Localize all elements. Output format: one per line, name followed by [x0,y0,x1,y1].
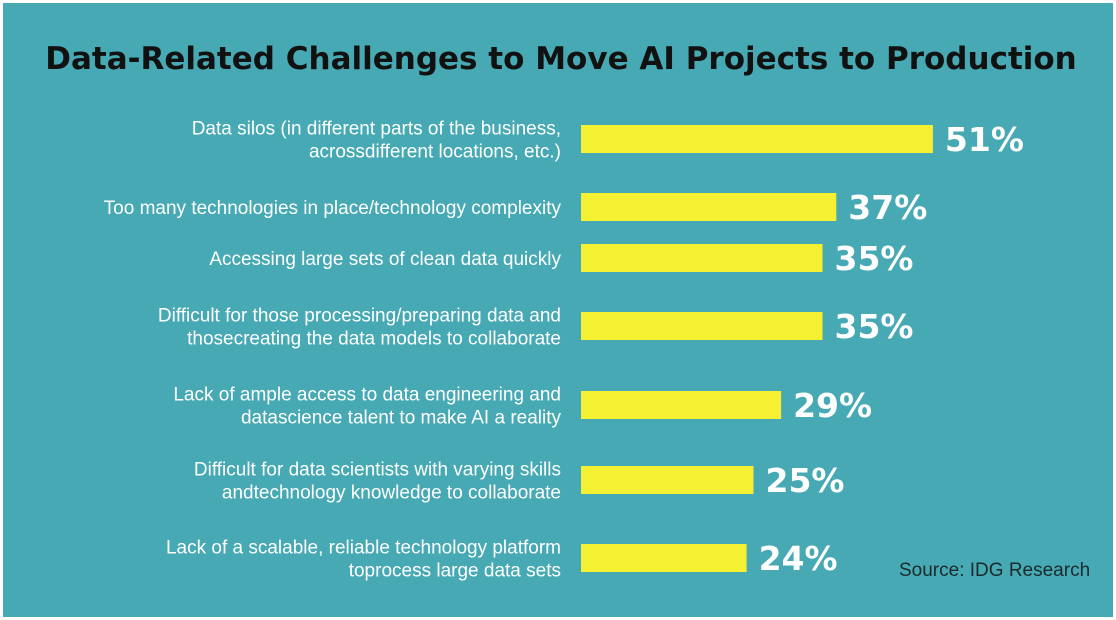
bar-1 [581,125,933,153]
value-label-6: 25% [766,461,845,500]
category-label-line: thosecreating the data models to collabo… [187,329,561,350]
category-label-6: Difficult for data scientists with varyi… [194,460,561,504]
value-label-5: 29% [793,386,872,425]
category-label-line: acrossdifferent locations, etc.) [309,142,561,163]
category-label-line: toprocess large data sets [349,561,561,582]
category-label-7: Lack of a scalable, reliable technology … [166,538,561,582]
category-label-line: Lack of ample access to data engineering… [173,385,561,406]
bar-chart: 51% Data silos (in different parts of the… [104,119,1024,582]
value-label-7: 24% [759,539,838,578]
bar-3 [581,244,823,272]
bar-6 [581,466,754,494]
bar-4 [581,312,823,340]
value-label-4: 35% [835,307,914,346]
category-label-line: Lack of a scalable, reliable technology … [166,538,561,559]
value-label-3: 35% [835,239,914,278]
category-label-line: andtechnology knowledge to collaborate [222,483,561,504]
category-label-line: Difficult for those processing/preparing… [158,306,561,327]
category-label-line: Data silos (in different parts of the bu… [192,119,561,140]
bar-2 [581,193,837,221]
value-label-1: 51% [945,120,1024,159]
value-label-2: 37% [848,188,927,227]
category-label-5: Lack of ample access to data engineering… [173,385,561,429]
category-label-4: Difficult for those processing/preparing… [158,306,561,350]
bar-5 [581,391,782,419]
category-label-line: Difficult for data scientists with varyi… [194,460,561,481]
category-label-1: Data silos (in different parts of the bu… [192,119,561,163]
chart-title: Data-Related Challenges to Move AI Proje… [45,41,1077,77]
source-note: Source: IDG Research [899,560,1091,581]
category-label-3: Accessing large sets of clean data quick… [209,249,561,270]
category-label-line: datascience talent to make AI a reality [241,408,562,429]
category-label-line: Too many technologies in place/technolog… [104,198,562,219]
bar-7 [581,544,747,572]
category-label-line: Accessing large sets of clean data quick… [209,249,561,270]
category-label-2: Too many technologies in place/technolog… [104,198,562,219]
